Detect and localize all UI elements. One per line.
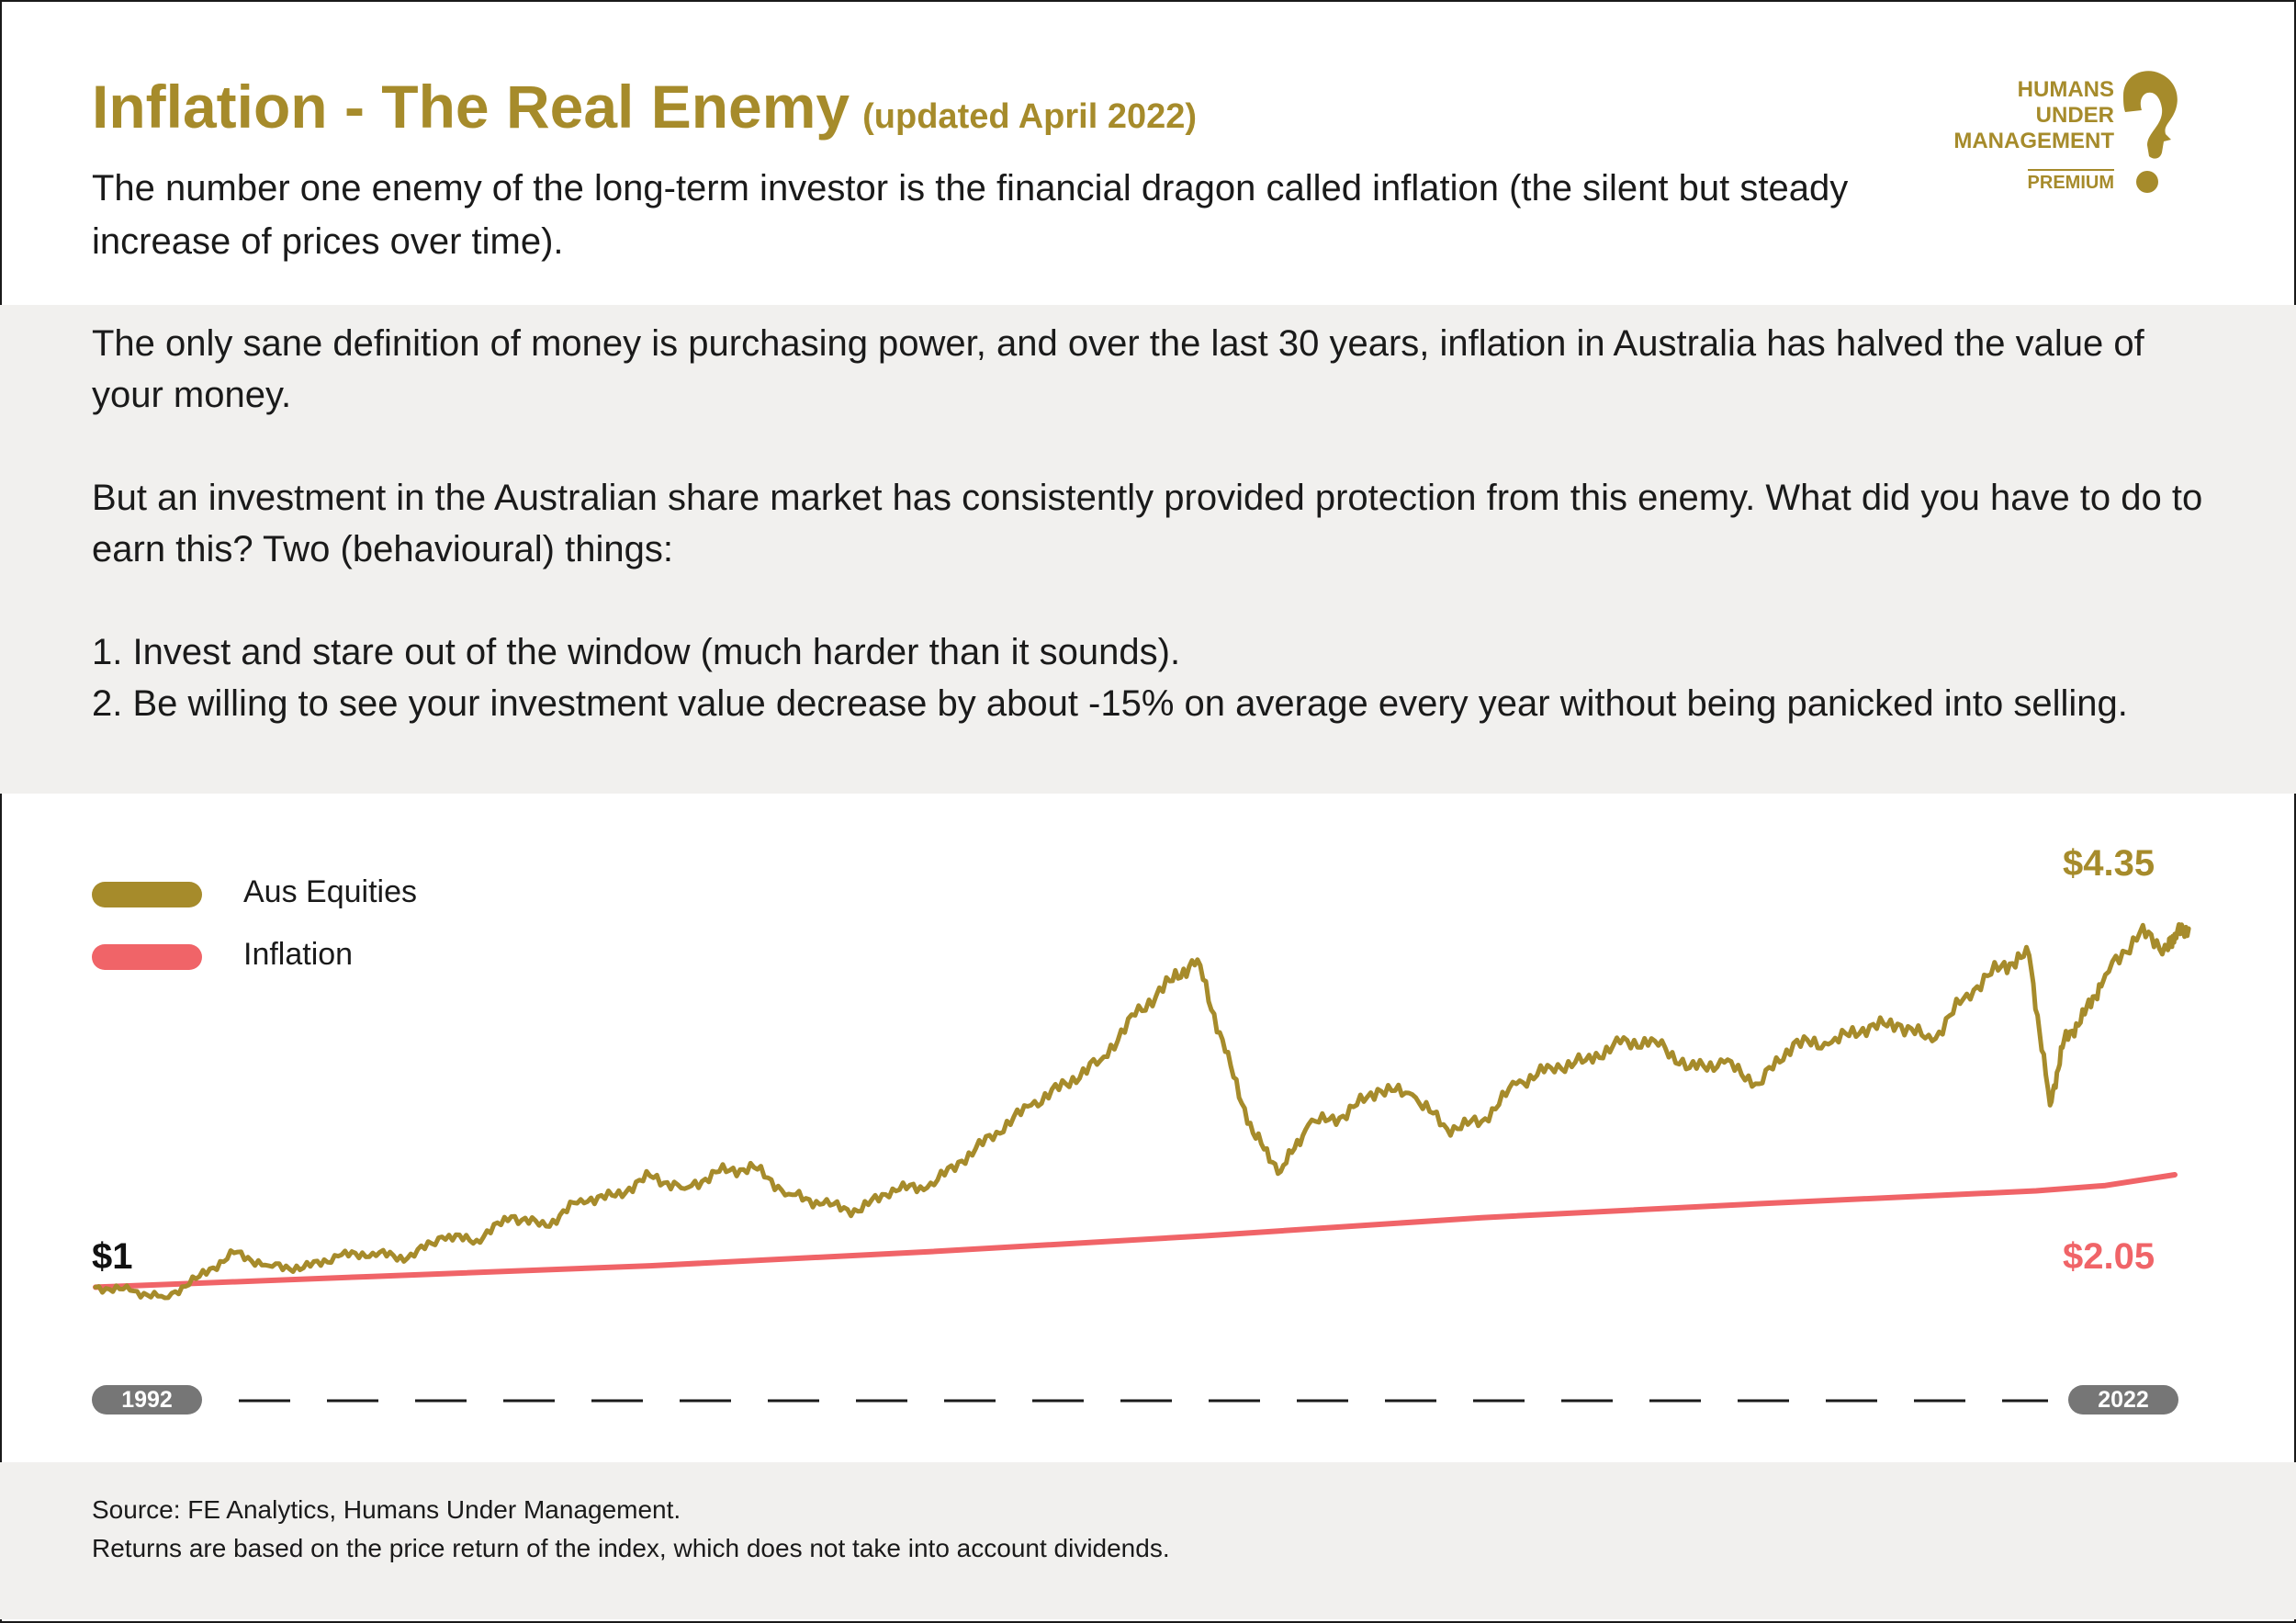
legend-label-equities: Aus Equities bbox=[243, 874, 417, 909]
inflation-end-value-label: $2.05 bbox=[2063, 1236, 2155, 1277]
logo-line-3: MANAGEMENT bbox=[1953, 129, 2114, 153]
line-chart bbox=[93, 922, 2191, 1403]
legend-item-equities: Aus Equities bbox=[92, 873, 551, 909]
logo-line-2: UNDER bbox=[2035, 103, 2114, 128]
page-subtitle: The number one enemy of the long-term in… bbox=[92, 168, 1849, 262]
page-title: Inflation - The Real Enemy bbox=[92, 73, 850, 141]
end-year-pill: 2022 bbox=[2068, 1385, 2178, 1414]
title-row: Inflation - The Real Enemy (updated April… bbox=[92, 72, 1197, 141]
methodology-note: Returns are based on the price return of… bbox=[92, 1534, 1170, 1562]
equities-series-line bbox=[93, 922, 2191, 1301]
inflation-series-line bbox=[93, 1172, 2178, 1291]
start-value-label: $1 bbox=[92, 1236, 133, 1277]
equities-end-value-label: $4.35 bbox=[2063, 843, 2155, 884]
intro-panel: The only sane definition of money is pur… bbox=[0, 305, 2296, 794]
logo-premium-tag: PREMIUM bbox=[2027, 169, 2114, 194]
legend-swatch-equities bbox=[92, 882, 202, 907]
legend-item-inflation: Inflation bbox=[92, 935, 551, 972]
question-mark-head-icon bbox=[2123, 71, 2178, 193]
humans-under-management-logo: HUMANS UNDER MANAGEMENT PREMIUM bbox=[1910, 71, 2186, 202]
intro-paragraph-2: But an investment in the Australian shar… bbox=[92, 478, 2203, 569]
start-year-pill: 1992 bbox=[92, 1385, 202, 1414]
intro-paragraph-1: The only sane definition of money is pur… bbox=[92, 323, 2144, 415]
source-note: Source: FE Analytics, Humans Under Manag… bbox=[92, 1495, 681, 1524]
series-layer bbox=[93, 922, 2191, 1301]
legend-label-inflation: Inflation bbox=[243, 937, 354, 972]
intro-list-item-2: 2. Be willing to see your investment val… bbox=[92, 683, 2128, 724]
footer-panel: Source: FE Analytics, Humans Under Manag… bbox=[0, 1462, 2296, 1619]
title-update-note: (updated April 2022) bbox=[862, 97, 1198, 136]
logo-line-1: HUMANS bbox=[2017, 77, 2114, 102]
legend-swatch-inflation bbox=[92, 944, 202, 970]
intro-list-item-1: 1. Invest and stare out of the window (m… bbox=[92, 632, 1181, 672]
